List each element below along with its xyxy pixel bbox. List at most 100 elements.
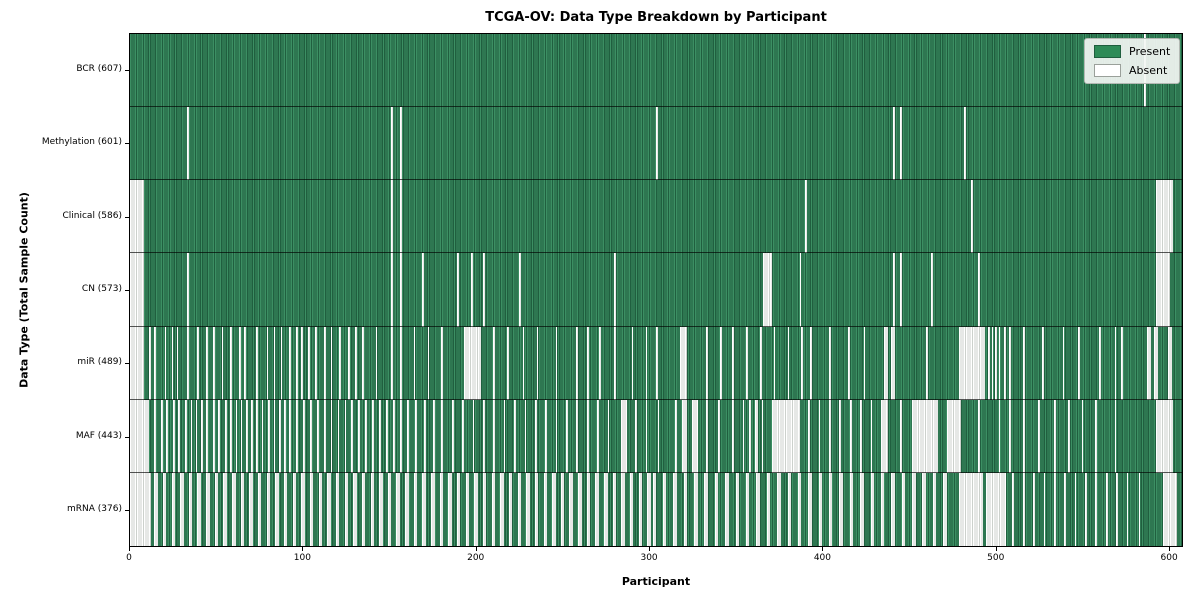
legend: Present Absent xyxy=(1084,38,1181,84)
absent-stripe xyxy=(818,399,821,473)
absent-stripe xyxy=(213,399,215,473)
absent-stripe xyxy=(245,399,248,473)
absent-stripe xyxy=(1043,472,1046,546)
ytick-mark xyxy=(125,216,129,218)
absent-stripe xyxy=(154,326,156,400)
absent-stripe xyxy=(829,326,831,400)
absent-stripe xyxy=(804,180,807,254)
absent-stripe xyxy=(318,472,323,546)
absent-stripe xyxy=(647,472,651,546)
absent-stripe xyxy=(154,472,158,546)
legend-entry-present: Present xyxy=(1094,45,1170,58)
absent-stripe xyxy=(801,326,804,400)
xtick-label-300: 300 xyxy=(640,553,658,563)
absent-stripe xyxy=(958,326,985,400)
absent-stripe xyxy=(266,472,271,546)
absent-stripe xyxy=(130,180,144,254)
absent-stripe xyxy=(848,326,850,400)
absent-stripe xyxy=(351,399,354,473)
ytick-label-clinical: Clinical (586) xyxy=(62,210,122,221)
absent-stripe xyxy=(399,107,402,181)
absent-stripe xyxy=(185,399,188,473)
ytick-label-mir: miR (489) xyxy=(77,357,122,368)
absent-stripe xyxy=(1126,472,1129,546)
xtick-label-200: 200 xyxy=(467,553,485,563)
absent-stripe xyxy=(413,326,416,400)
absent-stripe xyxy=(656,107,658,181)
absent-stripe xyxy=(893,253,895,327)
absent-stripe xyxy=(315,326,317,400)
absent-stripe xyxy=(694,472,698,546)
absent-stripe xyxy=(692,399,698,473)
absent-stripe xyxy=(899,399,902,473)
absent-stripe xyxy=(441,326,444,400)
absent-stripe xyxy=(614,326,617,400)
absent-stripe xyxy=(797,472,802,546)
absent-stripe xyxy=(901,472,906,546)
plot-area xyxy=(129,33,1183,547)
absent-stripe xyxy=(330,399,333,473)
absent-stripe xyxy=(995,326,997,400)
absent-stripe xyxy=(673,472,677,546)
absent-stripe xyxy=(899,107,902,181)
absent-stripe xyxy=(988,326,990,400)
absent-stripe xyxy=(578,472,582,546)
absent-stripe xyxy=(230,326,233,400)
absent-stripe xyxy=(683,472,688,546)
absent-stripe xyxy=(361,472,366,546)
absent-stripe xyxy=(946,399,961,473)
absent-stripe xyxy=(576,399,579,473)
absent-stripe xyxy=(173,399,175,473)
absent-stripe xyxy=(519,253,522,327)
absent-stripe xyxy=(829,472,833,546)
absent-stripe xyxy=(680,326,688,400)
absent-stripe xyxy=(514,399,516,473)
absent-stripe xyxy=(190,399,193,473)
absent-stripe xyxy=(863,326,866,400)
absent-stripe xyxy=(1098,326,1101,400)
absent-stripe xyxy=(462,399,464,473)
absent-stripe xyxy=(130,326,144,400)
absent-stripe xyxy=(240,472,245,546)
absent-stripe xyxy=(543,472,547,546)
absent-stripe xyxy=(391,253,393,327)
absent-stripe xyxy=(552,472,556,546)
absent-stripe xyxy=(230,399,233,473)
absent-stripe xyxy=(309,399,312,473)
absent-stripe xyxy=(337,399,340,473)
absent-stripe xyxy=(507,326,509,400)
absent-stripe xyxy=(415,399,418,473)
absent-stripe xyxy=(849,472,854,546)
absent-stripe xyxy=(849,399,852,473)
absent-stripe xyxy=(130,472,151,546)
absent-stripe xyxy=(278,399,281,473)
absent-stripe xyxy=(301,326,303,400)
absent-swatch xyxy=(1094,64,1121,77)
absent-stripe xyxy=(536,326,539,400)
absent-stripe xyxy=(296,399,298,473)
absent-stripe xyxy=(756,472,760,546)
absent-stripe xyxy=(508,472,513,546)
absent-stripe xyxy=(239,326,241,400)
ytick-mark xyxy=(125,69,129,71)
absent-stripe xyxy=(187,107,189,181)
absent-stripe xyxy=(474,472,478,546)
absent-stripe xyxy=(1022,472,1025,546)
ytick-mark xyxy=(125,290,129,291)
absent-stripe xyxy=(335,472,340,546)
absent-stripe xyxy=(422,472,426,546)
absent-stripe xyxy=(1033,472,1035,546)
absent-stripe xyxy=(1156,399,1174,473)
absent-stripe xyxy=(675,399,677,473)
xtick-mark xyxy=(822,547,824,551)
absent-stripe xyxy=(839,399,842,473)
absent-stripe xyxy=(986,472,1006,546)
absent-stripe xyxy=(432,399,435,473)
absent-stripe xyxy=(491,472,496,546)
row-divider xyxy=(130,106,1182,108)
absent-stripe xyxy=(1116,472,1118,546)
ytick-mark xyxy=(125,436,129,438)
absent-stripe xyxy=(472,399,475,473)
row-divider xyxy=(130,398,1182,400)
absent-stripe xyxy=(749,399,752,473)
